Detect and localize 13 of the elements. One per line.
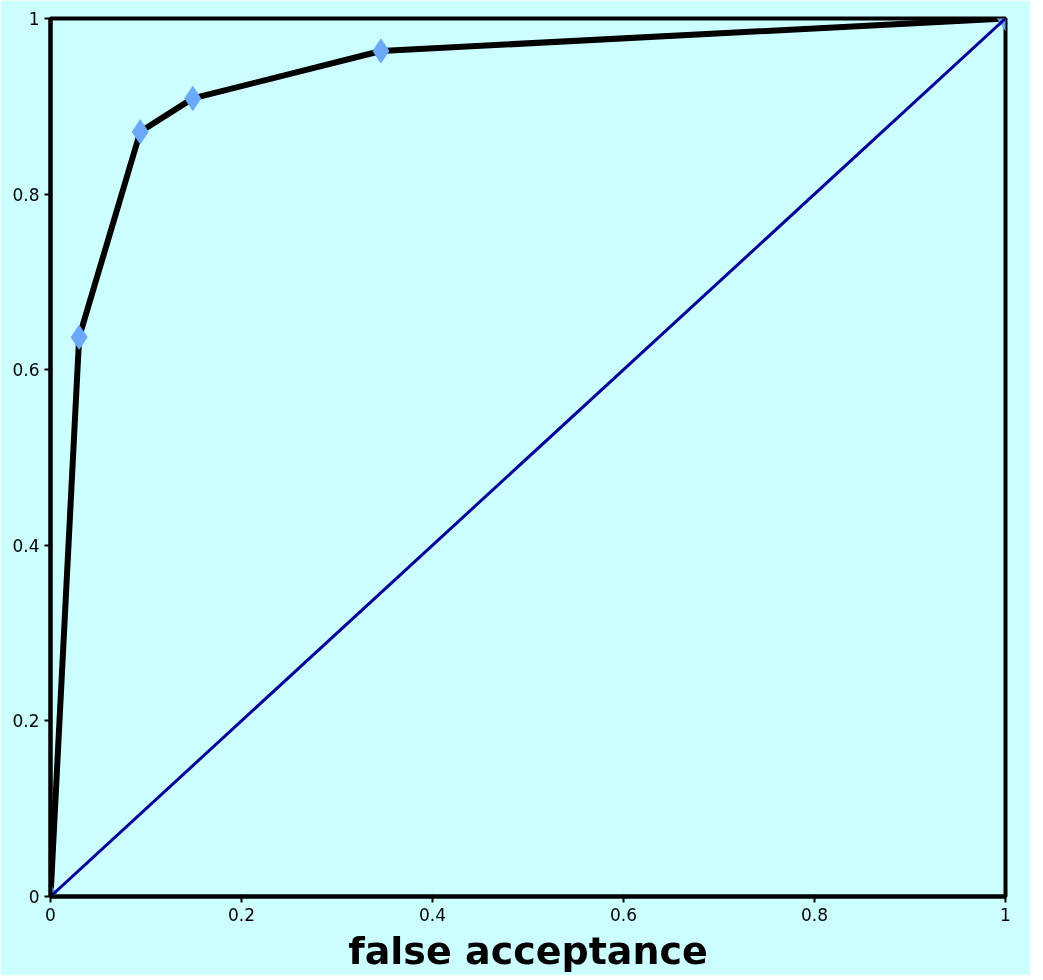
y-tick-label: 0 (28, 887, 40, 907)
x-tick-label: 0.6 (609, 904, 638, 925)
x-tick-label: 1 (1000, 904, 1011, 925)
x-tick-label: 0.4 (418, 904, 447, 925)
x-tick-label: 0.8 (800, 904, 829, 925)
y-tick-label: 0.4 (12, 535, 40, 556)
y-tick-label: 0.8 (12, 184, 40, 205)
x-tick-label: 0.2 (227, 904, 256, 925)
y-tick-label: 0.6 (12, 360, 40, 381)
x-axis-title: false acceptance (348, 928, 708, 973)
y-tick-label: 0.2 (12, 711, 40, 732)
x-tick-label: 0 (45, 904, 56, 925)
y-tick-label: 1 (28, 9, 40, 29)
